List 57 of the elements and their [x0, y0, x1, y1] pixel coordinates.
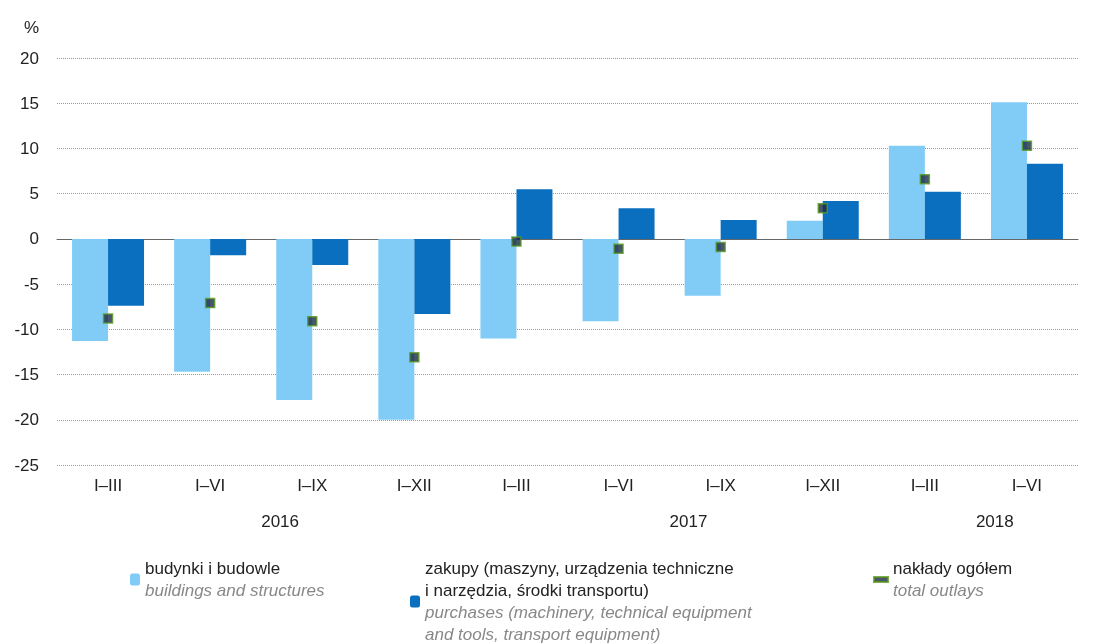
bar: [210, 238, 247, 256]
bar: [480, 238, 517, 339]
y-tick-label: -10: [14, 319, 39, 339]
text: 2016: [261, 512, 300, 531]
y-tick-label: -25: [14, 455, 39, 475]
x-tick-label: I–VI: [1011, 476, 1043, 495]
y-tick-label: 0: [29, 229, 39, 249]
bar: [174, 238, 211, 372]
point: [817, 202, 828, 214]
text: 2018: [975, 512, 1014, 531]
legend-label: zakupy (maszyny, urządzenia techniczne i narzędzia, środki transportu) purchases (machinery, technical equipment and tools, transport equipment): [424, 559, 753, 644]
bar: [618, 208, 655, 239]
x-tick-label: I–III: [502, 476, 531, 495]
x-tick-label: I–III: [910, 476, 940, 495]
point: [919, 173, 931, 185]
x-tick-label: I–III: [93, 476, 123, 495]
y-axis-title: %: [23, 18, 39, 37]
x-tick-label: I–XII: [805, 476, 841, 495]
point: [715, 241, 726, 253]
point: [409, 352, 420, 363]
bar: [378, 238, 415, 420]
bar: [1026, 163, 1063, 239]
x-tick-label: I–VI: [195, 476, 226, 495]
text: 2017: [669, 512, 708, 531]
y-tick-label: 20: [20, 48, 39, 68]
point: [511, 236, 522, 247]
bar: [582, 238, 619, 322]
bar: [786, 220, 823, 239]
y-tick-label: -5: [23, 274, 39, 294]
y-tick-label: -20: [14, 410, 39, 430]
point: [204, 297, 216, 309]
x-tick-label: I–XII: [396, 476, 432, 495]
bar: [72, 238, 109, 342]
y-tick-label: 15: [20, 93, 39, 113]
legend-label: budynki i budowle buildings and structures: [145, 559, 326, 600]
legend-label: nakłady ogółem total outlays: [893, 559, 1013, 600]
bar: [990, 102, 1027, 239]
bar: [684, 238, 721, 296]
point: [1021, 140, 1033, 151]
bar: [516, 189, 553, 239]
bar: [924, 191, 961, 239]
point: [307, 315, 318, 327]
x-tick-label: I–IX: [705, 476, 736, 495]
bar: [312, 238, 349, 266]
bar: [276, 238, 313, 400]
bar: [720, 219, 757, 239]
y-tick-label: 10: [20, 138, 39, 158]
bar: [108, 238, 145, 306]
point: [613, 243, 624, 255]
bar: [822, 200, 859, 239]
bar: [888, 145, 925, 239]
bar: [414, 238, 451, 314]
x-tick-label: I–VI: [603, 476, 634, 495]
point: [102, 313, 114, 324]
x-tick-label: I–IX: [297, 476, 328, 495]
y-tick-label: -15: [14, 365, 39, 385]
y-tick-label: 5: [29, 184, 39, 204]
